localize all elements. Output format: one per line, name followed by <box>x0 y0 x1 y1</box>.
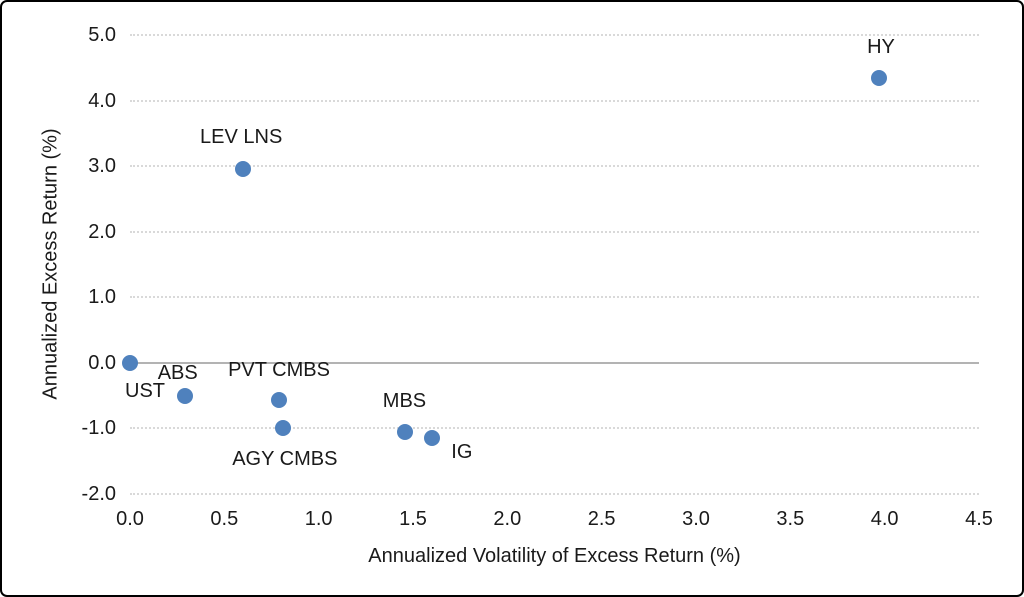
data-point-label: LEV LNS <box>200 125 283 148</box>
data-point-label: MBS <box>382 390 427 413</box>
gridline <box>130 427 979 430</box>
x-tick-label: 2.0 <box>493 508 522 530</box>
data-point <box>397 424 414 441</box>
x-tick-label: 4.0 <box>870 508 899 530</box>
x-tick-label: 1.5 <box>399 508 427 530</box>
data-point <box>423 429 440 446</box>
data-point-label: PVT CMBS <box>228 358 330 381</box>
data-point <box>871 69 887 86</box>
x-tick-label: 2.5 <box>587 508 616 530</box>
x-tick-label: 3.5 <box>776 508 805 530</box>
data-point <box>235 160 252 177</box>
data-point <box>122 354 138 371</box>
y-tick-label: 1.0 <box>88 286 116 309</box>
x-tick-label: 1.0 <box>304 508 333 530</box>
y-tick-label: -1.0 <box>81 417 116 440</box>
y-tick-label: 0.0 <box>88 351 116 374</box>
data-point-label: UST <box>125 379 165 402</box>
y-tick-label: -2.0 <box>81 483 116 505</box>
y-tick-label: 2.0 <box>88 220 116 243</box>
y-tick-label: 4.0 <box>88 89 116 112</box>
data-point-label: AGY CMBS <box>232 447 338 470</box>
data-point-label: ABS <box>157 361 198 384</box>
data-point <box>271 391 288 408</box>
gridline <box>130 230 979 233</box>
gridline <box>130 296 979 299</box>
zero-gridline <box>130 361 979 364</box>
data-point <box>274 419 291 436</box>
data-point <box>176 387 193 404</box>
y-axis-title: Annualized Excess Return (%) <box>39 128 62 400</box>
gridline <box>130 99 979 102</box>
y-tick-label: 5.0 <box>88 24 116 46</box>
data-point-label: IG <box>451 440 473 463</box>
x-axis-title: Annualized Volatility of Excess Return (… <box>368 545 741 567</box>
x-tick-label: 4.5 <box>965 508 993 530</box>
gridline <box>130 493 979 495</box>
x-tick-label: 0.5 <box>210 508 239 530</box>
y-tick-label: 3.0 <box>88 155 116 178</box>
gridline <box>130 34 979 36</box>
gridline <box>130 165 979 168</box>
x-tick-label: 3.0 <box>682 508 710 530</box>
data-point-label: HY <box>867 35 895 58</box>
x-tick-label: 0.0 <box>116 508 144 530</box>
